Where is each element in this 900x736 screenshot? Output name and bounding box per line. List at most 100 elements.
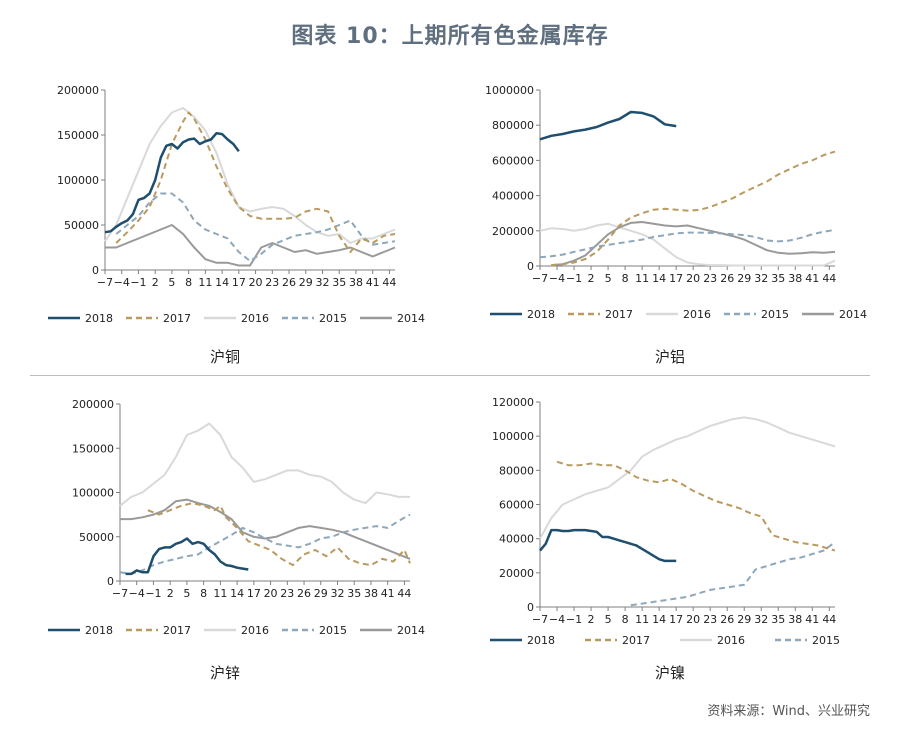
x-tick-label: −4: [549, 272, 565, 285]
x-tick-label: −4: [129, 587, 145, 600]
y-tick-label: 60000: [499, 499, 534, 512]
x-tick-label: 32: [331, 587, 345, 600]
x-tick-label: 32: [754, 272, 768, 285]
legend-label-2015: 2015: [319, 312, 347, 325]
series-2017-line: [115, 111, 396, 253]
y-tick-label: 600000: [492, 154, 534, 167]
source-note: 资料来源：Wind、兴业研究: [707, 704, 870, 719]
x-tick-label: 17: [247, 587, 261, 600]
series-2016-line: [119, 422, 410, 507]
series-2015-line: [115, 192, 396, 262]
legend-label-2016: 2016: [241, 312, 269, 325]
x-tick-label: −7: [532, 613, 548, 626]
x-tick-label: 20: [249, 276, 263, 289]
x-tick-label: 29: [314, 587, 328, 600]
x-tick-label: 11: [213, 587, 227, 600]
y-tick-label: 200000: [72, 398, 114, 411]
x-tick-label: 5: [605, 613, 612, 626]
x-tick-label: 17: [232, 276, 246, 289]
x-tick-label: 17: [669, 272, 683, 285]
x-tick-label: 44: [382, 276, 396, 289]
legend-label-2016: 2016: [241, 624, 269, 637]
series-2014-line: [120, 498, 411, 560]
y-tick-label: 100000: [72, 487, 114, 500]
series-2017-line: [556, 460, 836, 552]
y-tick-label: 150000: [57, 129, 99, 142]
x-tick-label: 41: [381, 587, 395, 600]
x-tick-label: 44: [397, 587, 411, 600]
x-tick-label: 14: [652, 613, 666, 626]
x-tick-label: −7: [532, 272, 548, 285]
legend-label-2016: 2016: [717, 634, 745, 647]
series-2018-line: [125, 537, 249, 576]
y-tick-label: 80000: [499, 464, 534, 477]
y-tick-label: 50000: [64, 219, 99, 232]
series-2014-line: [551, 221, 836, 267]
legend-label-2018: 2018: [527, 634, 555, 647]
x-tick-label: −7: [112, 587, 128, 600]
x-tick-label: 26: [720, 613, 734, 626]
x-tick-label: 11: [198, 276, 212, 289]
legend-label-2018: 2018: [85, 312, 113, 325]
y-tick-label: 200000: [57, 84, 99, 97]
series-2016-line: [539, 222, 836, 267]
series-2016-line: [539, 416, 836, 540]
y-tick-label: 200000: [492, 225, 534, 238]
y-tick-label: 0: [527, 601, 534, 614]
chart-nickel: 0 20000 40000 60000 80000 100000 120000 −7 −4 −1 2…: [455, 385, 885, 685]
x-tick-label: 17: [669, 613, 683, 626]
x-tick-label: 35: [771, 272, 785, 285]
x-tick-label: 2: [167, 587, 174, 600]
legend-label-2017: 2017: [622, 634, 650, 647]
series-2015-line: [630, 541, 836, 607]
x-tick-label: −1: [130, 276, 146, 289]
legend-label-2016: 2016: [683, 308, 711, 321]
x-tick-label: 23: [280, 587, 294, 600]
y-tick-label: 0: [107, 575, 114, 588]
series-2018-line: [104, 131, 240, 234]
series-2018-line: [539, 528, 677, 563]
x-tick-label: 23: [265, 276, 279, 289]
x-tick-label: 38: [788, 613, 802, 626]
chart-aluminum-svg: 0 200000 400000 600000 800000 1000000 −7 −4 −1 2 5…: [485, 84, 867, 366]
x-tick-label: −4: [114, 276, 130, 289]
y-tick-label: 120000: [492, 396, 534, 409]
x-tick-label: 26: [720, 272, 734, 285]
x-tick-label: 23: [703, 272, 717, 285]
x-tick-label: 35: [347, 587, 361, 600]
x-tick-label: 14: [230, 587, 244, 600]
y-tick-label: 0: [527, 260, 534, 273]
x-tick-label: 5: [183, 587, 190, 600]
x-tick-label: 38: [788, 272, 802, 285]
x-tick-label: 23: [703, 613, 717, 626]
legend-label-2017: 2017: [605, 308, 633, 321]
series-2015-line: [119, 513, 411, 575]
x-tick-label: 14: [652, 272, 666, 285]
y-tick-label: 800000: [492, 119, 534, 132]
series-2018-line: [539, 110, 677, 141]
legend-label-2014: 2014: [397, 624, 425, 637]
chart-aluminum: 0 200000 400000 600000 800000 1000000 −7 −4 −1 2 5…: [455, 70, 885, 370]
chart-title: 沪铜: [210, 348, 240, 366]
page-title: 图表 10：上期所有色金属库存: [291, 24, 609, 49]
x-tick-label: 38: [349, 276, 363, 289]
x-tick-label: 44: [822, 613, 836, 626]
y-tick-label: 400000: [492, 190, 534, 203]
y-tick-label: 150000: [72, 442, 114, 455]
x-tick-label: 8: [622, 613, 629, 626]
x-tick-label: 41: [805, 272, 819, 285]
x-tick-label: 26: [297, 587, 311, 600]
series-2017-line: [551, 150, 836, 267]
series-2016-line: [104, 107, 396, 244]
x-tick-label: 26: [282, 276, 296, 289]
x-tick-label: 11: [635, 272, 649, 285]
legend-label-2015: 2015: [319, 624, 347, 637]
y-tick-label: 100000: [57, 174, 99, 187]
x-tick-label: 2: [588, 613, 595, 626]
chart-title: 沪镍: [655, 664, 685, 682]
x-tick-label: 29: [737, 272, 751, 285]
legend-label-2015: 2015: [812, 634, 840, 647]
y-tick-label: 50000: [79, 531, 114, 544]
legend-label-2014: 2014: [397, 312, 425, 325]
